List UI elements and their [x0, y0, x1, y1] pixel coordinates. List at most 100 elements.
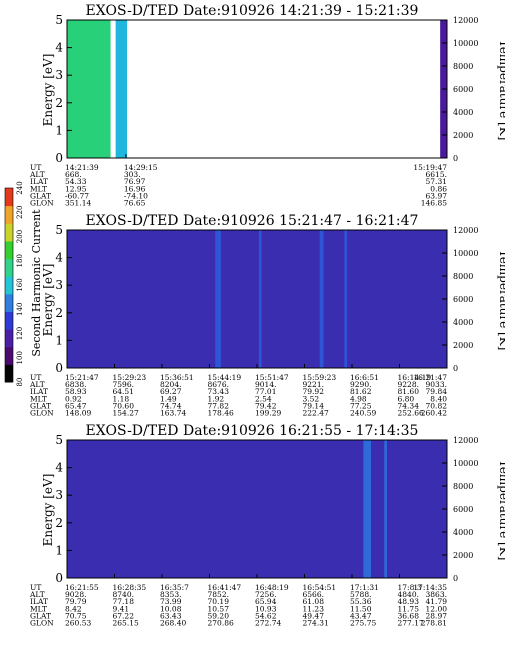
orbit-value: 15:51:47 [255, 373, 289, 382]
orbit-value: 16:48:19 [255, 583, 289, 592]
orbit-value: 9221. [303, 380, 324, 389]
colorbar-segment [5, 364, 13, 383]
panel-1-axes: 0 1 2 3 4 5 0 2000 4000 6000 8000 10000 12000 [55, 13, 478, 165]
orbit-value: 16:6:51 [350, 373, 379, 382]
spectrogram-band [115, 20, 128, 158]
orbit-value: 54.62 [255, 611, 277, 620]
orbit-value: 70.60 [113, 401, 135, 410]
energy-tick-label: 5 [55, 433, 63, 447]
orbit-row-label: GLON [30, 199, 54, 208]
panel-2-axes: 0 1 2 3 4 5 0 2000 4000 6000 8000 10000 12000 [55, 223, 478, 375]
temperature-tick-label: 12000 [453, 436, 478, 445]
orbit-value: 73.99 [160, 597, 182, 606]
orbit-row-label: MLT [30, 604, 47, 613]
orbit-value: 10.08 [160, 604, 182, 613]
colorbar-tick-label: 140 [16, 303, 24, 316]
orbit-value: 79.92 [303, 387, 325, 396]
orbit-value: 2.54 [255, 394, 272, 403]
orbit-value: 49.47 [303, 611, 325, 620]
panel-1: EXOS-D/TED Date:910926 14:21:39 - 15:21:… [29, 3, 505, 208]
energy-tick-label: 1 [55, 543, 63, 557]
orbit-value: 76.97 [124, 177, 146, 186]
temperature-tick-label: 10000 [453, 39, 478, 48]
panel-2: EXOS-D/TED Date:910926 15:21:47 - 16:21:… [29, 213, 505, 418]
temperature-tick-label: 10000 [453, 459, 478, 468]
energy-tick-label: 3 [55, 488, 63, 502]
colorbar-tick-label: 100 [16, 351, 24, 364]
orbit-row-label: ALT [29, 380, 45, 389]
orbit-value: 9033. [426, 380, 447, 389]
orbit-value: 54.33 [65, 177, 87, 186]
colorbar-frame [4, 187, 14, 383]
orbit-value: 146.85 [421, 199, 447, 208]
colorbar-segment [5, 329, 13, 348]
orbit-row-label: GLON [30, 409, 54, 418]
colorbar-label: Second Harmonic Current [30, 209, 43, 357]
colorbar-segment [5, 293, 13, 312]
orbit-value: 81.60 [398, 387, 420, 396]
temperature-tick-label: 4000 [453, 528, 473, 537]
energy-tick-label: 4 [55, 461, 63, 475]
orbit-value: 41.79 [426, 597, 448, 606]
orbit-value: 14:29:15 [124, 163, 158, 172]
orbit-value: 4.98 [350, 394, 367, 403]
panel-3-title: EXOS-D/TED Date:910926 16:21:55 - 17:14:… [86, 423, 419, 439]
orbit-value: 268.40 [160, 619, 186, 628]
colorbar-tick-label: 160 [16, 278, 24, 291]
orbit-value: 668. [65, 170, 82, 179]
temperature-tick-label: 6000 [453, 295, 473, 304]
orbit-value: 1.92 [208, 394, 225, 403]
orbit-value: 81.62 [350, 387, 372, 396]
orbit-value: 63.97 [426, 191, 448, 200]
orbit-value: 16:54:51 [303, 583, 337, 592]
orbit-value: 8.40 [430, 394, 447, 403]
orbit-value: 12.95 [65, 184, 87, 193]
orbit-value: 17:1:31 [350, 583, 379, 592]
orbit-row-label: ILAT [30, 387, 48, 396]
energy-tick-label: 4 [55, 251, 63, 265]
orbit-value: 11.50 [350, 604, 372, 613]
orbit-value: 7852. [208, 590, 229, 599]
orbit-value: 277.17 [398, 619, 424, 628]
orbit-value: 79.84 [426, 387, 448, 396]
panel-2-title: EXOS-D/TED Date:910926 15:21:47 - 16:21:… [86, 213, 419, 229]
orbit-value: 16.96 [124, 184, 146, 193]
orbit-value: 8676. [208, 380, 229, 389]
energy-tick-label: 3 [55, 68, 63, 82]
orbit-value: -60.77 [65, 191, 89, 200]
orbit-value: 8353. [160, 590, 181, 599]
orbit-value: 64.51 [113, 387, 134, 396]
orbit-value: 74.34 [398, 401, 420, 410]
orbit-row-label: UT [30, 583, 41, 592]
energy-tick-label: 0 [55, 571, 63, 585]
orbit-value: 0.86 [430, 184, 447, 193]
orbit-row-label: UT [30, 163, 41, 172]
orbit-value: 55.36 [350, 597, 372, 606]
orbit-value: 79.42 [255, 401, 277, 410]
orbit-value: 8740. [113, 590, 134, 599]
orbit-value: 11.75 [398, 604, 420, 613]
orbit-value: 1.49 [160, 394, 177, 403]
orbit-value: 7256. [255, 590, 276, 599]
orbit-value: 36.68 [398, 611, 420, 620]
orbit-value: 9028. [65, 590, 86, 599]
orbit-value: 16:21:47 [413, 373, 447, 382]
colorbar-scale: 80 100 120 140 160 180 200 220 240 [4, 181, 24, 386]
orbit-value: 222.47 [303, 409, 329, 418]
orbit-value: 74.74 [160, 401, 182, 410]
colorbar-tick-label: 200 [16, 230, 24, 243]
panel-1-plot-area [67, 20, 447, 158]
orbit-value: 77.01 [255, 387, 276, 396]
orbit-value: 77.82 [208, 401, 230, 410]
orbit-row-label: MLT [30, 184, 47, 193]
orbit-row-label: UT [30, 373, 41, 382]
orbit-value: 278.81 [421, 619, 447, 628]
orbit-value: 16:41:47 [208, 583, 242, 592]
spectrogram-band [363, 440, 371, 578]
colorbar-segment [5, 240, 13, 260]
panel-2-plot-area [67, 230, 447, 368]
spectrogram-band [344, 230, 348, 368]
spectrogram-band [215, 230, 221, 368]
